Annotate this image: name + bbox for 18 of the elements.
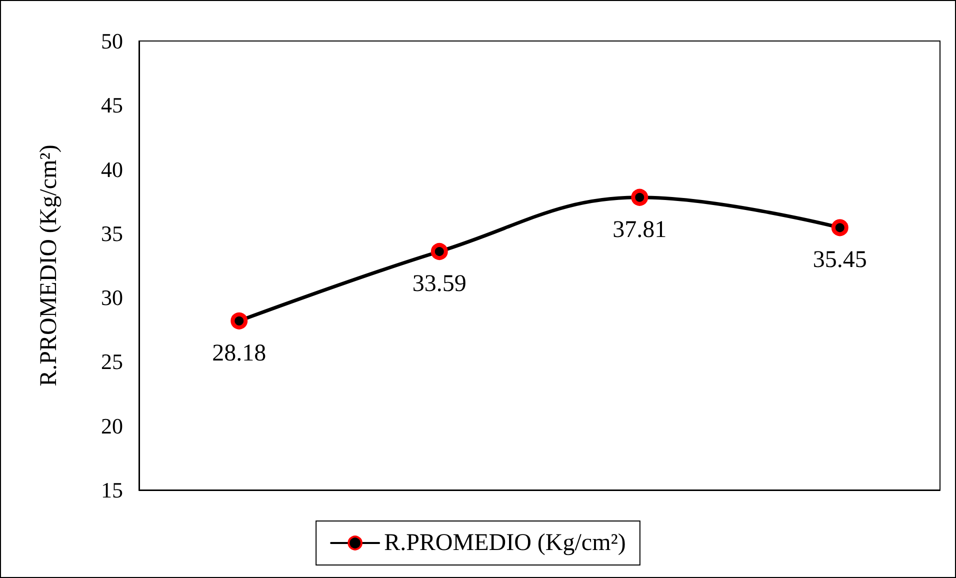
data-label: 35.45 — [812, 247, 867, 274]
data-label: 37.81 — [612, 216, 667, 243]
y-tick-label: 35 — [101, 220, 123, 246]
y-tick-label: 45 — [101, 92, 123, 118]
point — [430, 243, 448, 260]
y-tick-label: 25 — [101, 349, 123, 374]
y-tick-label: 30 — [101, 285, 123, 310]
y-tick-label: 20 — [101, 413, 123, 438]
legend-label: R.PROMEDIO (Kg/cm²) — [384, 530, 626, 556]
point — [631, 188, 648, 206]
y-axis-title: R.PROMEDIO (Kg/cm²) — [36, 144, 62, 386]
y-tick-label: 50 — [101, 28, 123, 54]
point — [230, 312, 248, 330]
data-label: 33.59 — [412, 271, 466, 298]
data-label: 28.18 — [212, 340, 266, 366]
point — [831, 219, 848, 236]
y-tick-label: 15 — [101, 478, 123, 502]
y-tick-label: 40 — [101, 156, 123, 182]
